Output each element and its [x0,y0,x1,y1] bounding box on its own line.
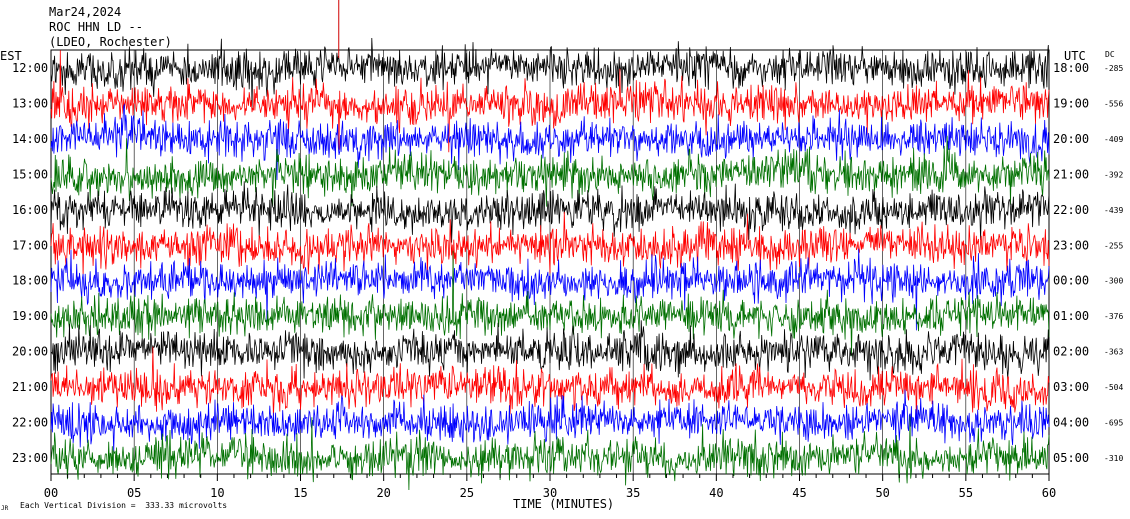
x-tick-label: 20 [376,486,390,500]
x-tick-label: 00 [44,486,58,500]
dc-offset-label: -556 [1104,99,1123,108]
x-tick-label: 25 [460,486,474,500]
x-tick-label: 10 [210,486,224,500]
corner-mark: JR [1,505,9,512]
est-header: EST [0,49,22,63]
trace-line [50,248,1050,331]
est-hour-label: 19:00 [12,309,48,323]
utc-hour-label: 19:00 [1053,96,1089,110]
dc-header: DC [1105,50,1115,59]
utc-hour-label: 05:00 [1053,451,1089,465]
utc-hour-label: 21:00 [1053,167,1089,181]
trace-line [50,135,1050,207]
trace-line [50,320,1050,381]
x-tick-label: 30 [543,486,557,500]
x-tick-label: 55 [959,486,973,500]
est-hour-label: 20:00 [12,345,48,359]
utc-hour-label: 22:00 [1053,203,1089,217]
utc-hour-label: 18:00 [1053,61,1089,75]
utc-hour-label: 03:00 [1053,380,1089,394]
trace-line [50,346,1050,422]
x-tick-label: 45 [792,486,806,500]
est-hour-label: 22:00 [12,416,48,430]
dc-offset-label: -504 [1104,383,1123,392]
x-tick-label: 35 [626,486,640,500]
utc-hour-label: 23:00 [1053,238,1089,252]
dc-offset-label: -363 [1104,348,1123,357]
dc-offset-labels: -285 -556 -409 -392 -439 -255 -300 -376 -363 -504… [1104,64,1123,463]
dc-offset-label: -439 [1104,206,1123,215]
est-hour-label: 17:00 [12,238,48,252]
trace-line [50,211,1050,276]
trace-line [50,181,1050,243]
est-hour-label: 23:00 [12,451,48,465]
trace-line [50,37,1050,109]
x-axis-ticks: 00 05 10 15 20 25 30 35 40 45 50 55 60 [44,474,1056,500]
trace-line [50,250,1050,357]
trace-line [50,103,1050,181]
dc-offset-label: -255 [1104,241,1123,250]
utc-hour-label: 01:00 [1053,309,1089,323]
dc-offset-label: -392 [1104,170,1123,179]
est-hour-label: 21:00 [12,380,48,394]
dc-offset-label: -285 [1104,64,1123,73]
trace-line [50,389,1050,453]
dc-offset-label: -310 [1104,454,1123,463]
scale-footnote: Each Vertical Division = 333.33 microvol… [20,501,227,510]
est-hour-label: 13:00 [12,96,48,110]
dc-offset-label: -376 [1104,312,1123,321]
utc-hour-label: 02:00 [1053,345,1089,359]
date-label: Mar24,2024 [49,5,121,19]
utc-hour-label: 04:00 [1053,416,1089,430]
trace-line [50,415,1050,491]
network-label: (LDEO, Rochester) [49,35,172,49]
est-hour-label: 12:00 [12,61,48,75]
est-hour-label: 15:00 [12,167,48,181]
est-hour-label: 18:00 [12,274,48,288]
trace-group [50,37,1050,491]
x-tick-label: 50 [875,486,889,500]
x-axis-title: TIME (MINUTES) [513,497,614,511]
dc-offset-label: -695 [1104,419,1123,428]
x-tick-label: 40 [709,486,723,500]
utc-hour-label: 20:00 [1053,132,1089,146]
utc-hour-labels: 18:00 19:00 20:00 21:00 22:00 23:00 00:00 01:00… [1053,61,1089,465]
x-tick-label: 15 [293,486,307,500]
station-label: ROC HHN LD -- [49,20,143,34]
utc-header: UTC [1064,49,1086,63]
dc-offset-label: -409 [1104,135,1123,144]
est-hour-labels: 12:00 13:00 14:00 15:00 16:00 17:00 18:00 19:00… [12,61,48,465]
est-hour-label: 16:00 [12,203,48,217]
trace-line [50,50,1050,153]
dc-offset-label: -300 [1104,277,1123,286]
x-tick-label: 05 [127,486,141,500]
est-hour-label: 14:00 [12,132,48,146]
utc-hour-label: 00:00 [1053,274,1089,288]
x-tick-label: 60 [1042,486,1056,500]
